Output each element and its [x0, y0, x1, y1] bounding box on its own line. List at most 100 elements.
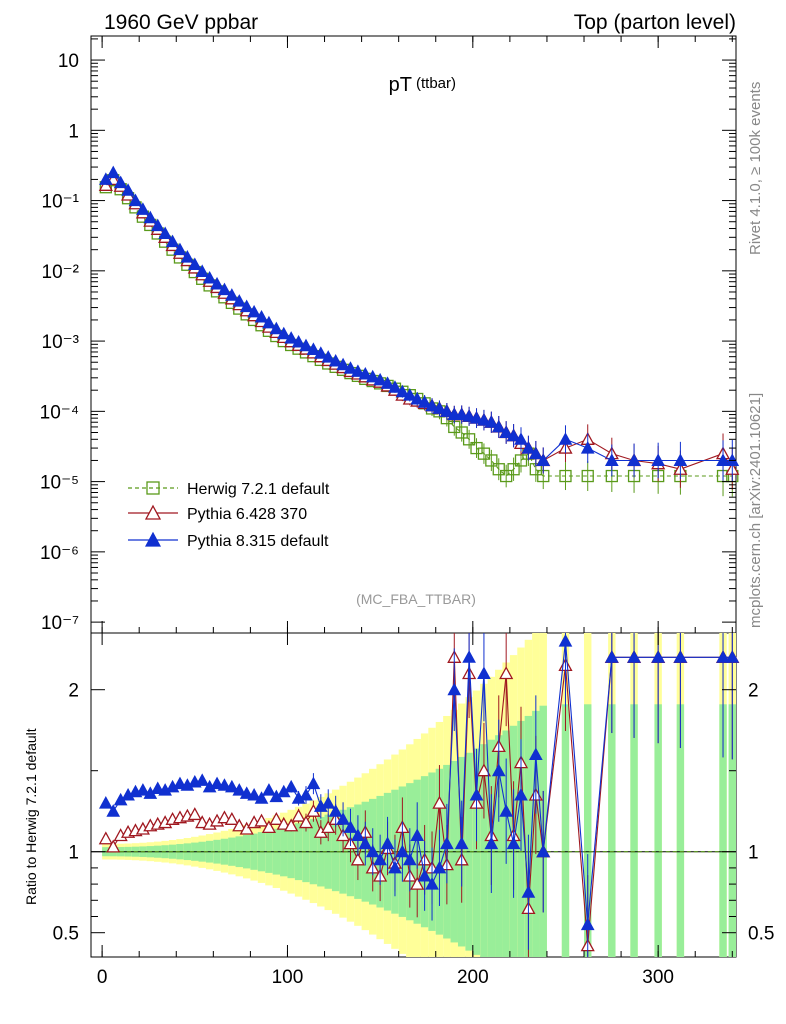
ratio-band-inner	[495, 735, 503, 957]
top-plot-area	[98, 165, 740, 497]
data-point	[402, 388, 417, 401]
ratio-point	[716, 650, 730, 663]
ratio-point	[173, 776, 187, 790]
ratio-point	[321, 796, 336, 809]
ratio-point	[239, 821, 254, 835]
ratio-point	[262, 783, 276, 796]
ratio-point	[343, 820, 358, 833]
ratio-point	[388, 860, 402, 874]
data-point	[299, 338, 313, 352]
ratio-point	[410, 876, 425, 890]
ratio-band-inner	[676, 704, 685, 957]
ratio-point	[210, 776, 224, 790]
ratio-point	[380, 836, 395, 850]
y-tick-label: 10⁻⁵	[40, 473, 79, 494]
data-point	[716, 453, 730, 466]
legend-pythia6-label: Pythia 6.428 370	[187, 506, 307, 523]
y-tick-label: 10⁻³	[42, 332, 80, 353]
ratio-point	[627, 650, 641, 663]
data-point	[514, 432, 528, 445]
data-point	[351, 364, 365, 377]
ratio-point	[417, 868, 432, 882]
ratio-point	[195, 773, 210, 786]
ratio-point	[336, 812, 350, 825]
top-panel-frame	[90, 35, 737, 634]
ratio-plot-area	[98, 633, 740, 957]
ratio-point	[521, 885, 536, 898]
ratio-point	[328, 804, 343, 817]
ratio-point	[261, 820, 277, 834]
data-point	[395, 384, 410, 398]
data-point	[276, 326, 291, 340]
ratio-axis-label: Ratio to Herwig 7.2.1 default	[23, 728, 39, 905]
ratio-point	[432, 795, 447, 809]
data-point	[500, 469, 513, 483]
plot-title: pT	[389, 74, 412, 96]
data-point	[113, 175, 128, 189]
ratio-point	[291, 808, 306, 822]
legend: Herwig 7.2.1 default Pythia 6.428 370 Py…	[128, 481, 330, 550]
ratio-point	[254, 813, 269, 827]
data-point	[254, 309, 269, 323]
y-tick-label: 10⁻²	[42, 262, 80, 283]
header-energy-label: 1960 GeV ppbar	[104, 11, 258, 34]
y-tick-label: 1	[68, 121, 79, 142]
data-point	[358, 366, 373, 380]
data-point	[627, 453, 641, 466]
ratio-point	[395, 844, 410, 858]
ratio-point	[150, 781, 165, 795]
data-point	[499, 425, 514, 438]
data-point	[469, 411, 484, 424]
data-point	[521, 441, 536, 454]
ratio-point	[484, 836, 499, 850]
data-point	[454, 407, 469, 421]
ratio-point	[224, 811, 239, 825]
data-point	[321, 350, 336, 363]
ratio-point	[447, 682, 462, 696]
data-point	[136, 202, 150, 215]
data-point	[180, 250, 195, 263]
x-tick-label: 0	[97, 967, 108, 988]
ratio-point	[469, 787, 484, 801]
ratio-point	[528, 747, 543, 760]
ratio-point	[514, 787, 528, 801]
ratio-band-inner	[719, 704, 727, 957]
ratio-point	[358, 836, 373, 850]
data-point	[284, 331, 299, 344]
data-point	[477, 447, 491, 460]
legend-pythia8-label: Pythia 8.315 default	[187, 533, 329, 550]
data-point	[388, 380, 402, 393]
data-point	[581, 469, 594, 483]
ratio-point	[604, 650, 619, 663]
data-point	[365, 369, 380, 383]
ratio-band-inner	[728, 704, 736, 957]
ratio-point	[136, 783, 150, 796]
legend-pythia6-marker	[144, 504, 162, 520]
data-point	[128, 193, 143, 207]
ratio-point	[299, 787, 313, 801]
ratio-band-inner	[630, 704, 638, 957]
data-point	[232, 294, 247, 307]
x-tick-label: 300	[642, 967, 674, 988]
data-point	[462, 409, 476, 422]
ratio-point	[425, 877, 439, 890]
ratio-point	[232, 818, 247, 832]
mcplots-source-label: mcplots.cern.ch [arXiv:2401.10621]	[747, 393, 764, 628]
ratio-point	[432, 860, 447, 874]
ratio-point	[499, 804, 514, 817]
data-point	[269, 321, 284, 335]
ratio-point	[454, 836, 469, 850]
ratio-point	[284, 779, 299, 793]
ratio-band-inner	[480, 744, 488, 957]
data-point	[306, 342, 321, 355]
ratio-point	[673, 650, 688, 663]
ratio-point	[225, 779, 239, 793]
data-point	[313, 346, 328, 359]
ratio-point	[651, 650, 665, 663]
ratio-point	[217, 778, 232, 791]
ratio-point	[476, 763, 492, 777]
data-point	[106, 165, 121, 179]
data-point	[536, 453, 551, 466]
axes-group: 0 100 200 300 10 1 10⁻¹ 10⁻² 10⁻³ 10⁻⁴ 10⁻⁵ 10⁻⁶ 10⁻…	[40, 36, 774, 988]
